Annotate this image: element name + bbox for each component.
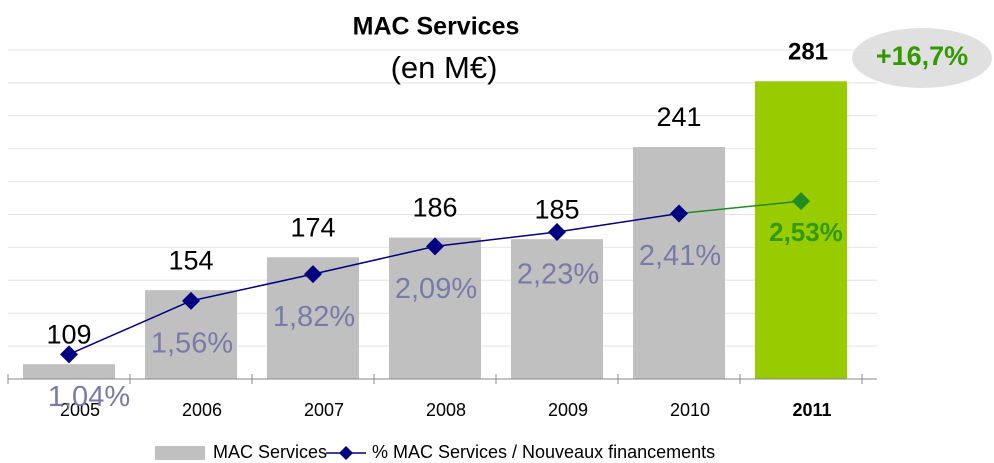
bar <box>389 237 481 379</box>
bar <box>511 239 603 379</box>
bar <box>755 81 847 379</box>
chart-subtitle: (en M€) <box>391 50 498 85</box>
x-tick-label: 2011 <box>792 400 831 420</box>
x-tick-label: 2007 <box>304 400 344 420</box>
bar-value-label: 281 <box>788 39 828 66</box>
line-marker <box>426 237 444 256</box>
bar-value-label: 185 <box>534 194 579 224</box>
line-value-label: 2,53% <box>769 217 843 247</box>
line-segment <box>678 200 802 215</box>
legend-swatch <box>155 446 205 460</box>
line-marker <box>60 345 78 364</box>
line-value-label: 1,04% <box>48 381 130 413</box>
line-marker <box>182 291 200 310</box>
bar-value-label: 154 <box>168 245 213 275</box>
x-tick-label: 2009 <box>548 400 588 420</box>
bar-value-label: 241 <box>656 102 701 132</box>
line-marker <box>304 265 322 284</box>
line-segment <box>68 300 192 356</box>
line-value-label: 2,23% <box>517 259 599 291</box>
line-segment <box>312 245 436 275</box>
bar-value-label: 109 <box>46 319 91 349</box>
line-segment <box>556 212 680 233</box>
line-value-label: 1,82% <box>273 301 355 333</box>
chart-title: MAC Services <box>353 13 520 41</box>
x-tick-label: 2006 <box>182 400 222 420</box>
bar-value-label: 174 <box>290 212 335 242</box>
annotation-bubble <box>852 28 992 88</box>
line-marker <box>548 222 566 241</box>
line-segment <box>434 231 558 248</box>
line-value-label: 2,41% <box>639 240 721 272</box>
x-tick-label: 2008 <box>426 400 466 420</box>
line-segment <box>190 273 314 302</box>
legend-label: % MAC Services / Nouveaux financements <box>372 442 715 462</box>
legend-marker <box>339 446 353 460</box>
annotation: +16,7% <box>876 41 968 71</box>
x-tick-label: 2010 <box>670 400 710 420</box>
line-value-label: 2,09% <box>395 273 477 305</box>
line-value-label: 1,56% <box>151 328 233 360</box>
line-marker <box>670 204 688 223</box>
bar <box>23 364 115 379</box>
bar <box>633 147 725 379</box>
legend-label: MAC Services <box>213 442 327 462</box>
line-marker <box>792 192 810 211</box>
bar-value-label: 186 <box>412 193 457 223</box>
x-tick-label: 2005 <box>60 400 100 420</box>
